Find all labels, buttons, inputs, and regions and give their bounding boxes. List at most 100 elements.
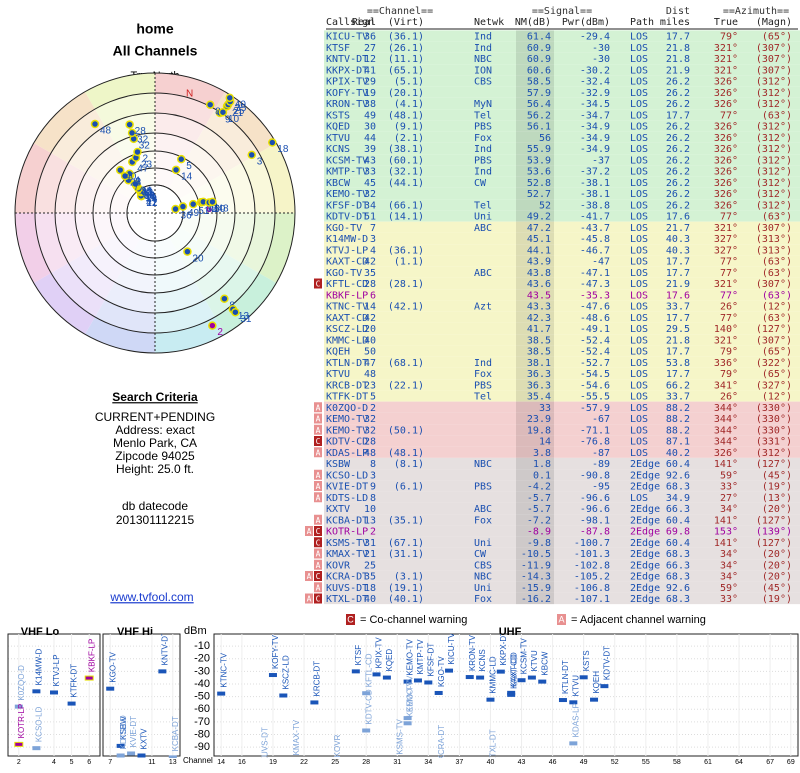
station-channel: 49 xyxy=(188,208,200,219)
cell-callsign: KSTS xyxy=(326,110,350,121)
station-bar xyxy=(579,675,588,680)
sector xyxy=(85,213,155,353)
cell-nm: 43.8 xyxy=(527,268,551,279)
legend-text: = Adjacent channel warning xyxy=(571,614,706,626)
cell-virt: (14.1) xyxy=(388,212,424,223)
station-channel: 7 xyxy=(133,182,139,193)
cell-nm: 56 xyxy=(539,133,551,144)
cell-callsign: KKPX-DT xyxy=(326,65,368,76)
cell-true: 34° xyxy=(720,549,738,560)
cell-path: 2Edge xyxy=(630,515,660,526)
cell-virt: (9.1) xyxy=(394,122,424,133)
y-tick-label: -30 xyxy=(194,665,210,677)
db-code: 201301112215 xyxy=(116,513,195,527)
row-background xyxy=(324,581,800,593)
cell-pwr: -105.2 xyxy=(574,572,610,583)
station-bar xyxy=(486,697,495,702)
cell-real: 27 xyxy=(364,43,376,54)
cell-path: LOS xyxy=(630,313,648,324)
station-label: KGO-TV xyxy=(437,656,446,687)
warning-icon xyxy=(314,593,322,604)
cell-miles: 34.9 xyxy=(666,493,690,504)
warning-icon xyxy=(314,413,322,424)
cell-netwk: ION xyxy=(474,65,492,76)
cell-nm: 23.9 xyxy=(527,414,551,425)
cell-path: LOS xyxy=(630,122,648,133)
cell-path: LOS xyxy=(630,347,648,358)
cell-true: 344° xyxy=(714,437,738,448)
legend-icon-letter: C xyxy=(347,614,354,624)
site-link[interactable]: www.tvfool.com xyxy=(109,590,193,604)
station-channel: 25 xyxy=(233,106,245,117)
cell-nm: 36.3 xyxy=(527,380,551,391)
x-tick-label: 13 xyxy=(169,759,177,766)
cell-pwr: -37.2 xyxy=(580,167,610,178)
cell-virt: (42.1) xyxy=(388,302,424,313)
row-background xyxy=(324,75,800,87)
criteria-line: Zipcode 94025 xyxy=(115,449,195,463)
station-channel: 45 xyxy=(141,187,153,198)
cell-pwr: -100.7 xyxy=(574,538,610,549)
cell-nm: -8.9 xyxy=(527,527,551,538)
cell-true: 141° xyxy=(714,515,738,526)
cell-pwr: -38.8 xyxy=(580,200,610,211)
cell-callsign: KMTP-TV xyxy=(326,167,368,178)
cell-true: 33° xyxy=(720,594,738,605)
warning-letter: A xyxy=(316,482,321,491)
band-frame xyxy=(213,633,799,757)
cell-virt: (36.1) xyxy=(388,245,424,256)
cell-miles: 66.3 xyxy=(666,504,690,515)
cell-true: 327° xyxy=(714,245,738,256)
cell-miles: 69.8 xyxy=(666,527,690,538)
station-channel: 14 xyxy=(181,171,193,182)
band-label: VHF Lo xyxy=(21,626,60,638)
cell-pwr: -87.8 xyxy=(580,527,610,538)
cell-netwk: Ind xyxy=(474,43,492,54)
station-marker xyxy=(208,197,217,207)
cell-real: 4 xyxy=(370,245,376,256)
x-tick-label: 31 xyxy=(393,759,401,766)
cell-miles: 17.7 xyxy=(666,257,690,268)
station-label: KCSM-TV xyxy=(520,638,529,675)
cell-true: 326° xyxy=(714,88,738,99)
nm-shade xyxy=(516,525,554,537)
cell-netwk: Ind xyxy=(474,144,492,155)
station-channel: 32 xyxy=(139,140,151,151)
cell-pwr: -34.9 xyxy=(580,144,610,155)
x-tick-label: 19 xyxy=(269,759,277,766)
cell-miles: 60.4 xyxy=(666,515,690,526)
cell-true: 27° xyxy=(720,493,738,504)
station-bar xyxy=(517,678,526,683)
legend-icon xyxy=(346,614,355,625)
station-marker xyxy=(127,128,137,138)
cell-pwr: -41.7 xyxy=(580,212,610,223)
cell-callsign: KBCW xyxy=(326,178,351,189)
cell-pwr: -30.2 xyxy=(580,65,610,76)
station-channel: 4 xyxy=(134,175,140,186)
station-label: KMAX-TV xyxy=(292,719,301,755)
row-background xyxy=(324,536,800,548)
station-channel: 10 xyxy=(228,114,240,125)
cell-netwk: Azt xyxy=(474,302,492,313)
cell-path: LOS xyxy=(630,144,648,155)
cell-path: LOS xyxy=(630,88,648,99)
cell-real: 30 xyxy=(364,122,376,133)
y-tick-label: -20 xyxy=(194,653,210,665)
station-channel: 28 xyxy=(135,126,147,137)
cell-callsign: KUVS-DT xyxy=(326,583,368,594)
cell-callsign: KOFY-TV xyxy=(326,88,368,99)
station-channel: 32 xyxy=(141,186,153,197)
cell-callsign: KAXT-CD xyxy=(326,313,368,324)
station-table: ==Channel== ==Signal== Dist ==Azimuth== Call… xyxy=(305,6,800,605)
row-background xyxy=(324,457,800,470)
cell-magn: (20°) xyxy=(762,504,792,515)
cell-nm: 60.9 xyxy=(527,54,551,65)
cell-magn: (330°) xyxy=(756,403,792,414)
station-bar xyxy=(116,743,125,748)
row-background xyxy=(324,379,800,391)
sector xyxy=(155,213,225,353)
station-marker xyxy=(208,321,217,330)
station-channel: 47 xyxy=(137,164,149,175)
cell-path: LOS xyxy=(630,437,648,448)
